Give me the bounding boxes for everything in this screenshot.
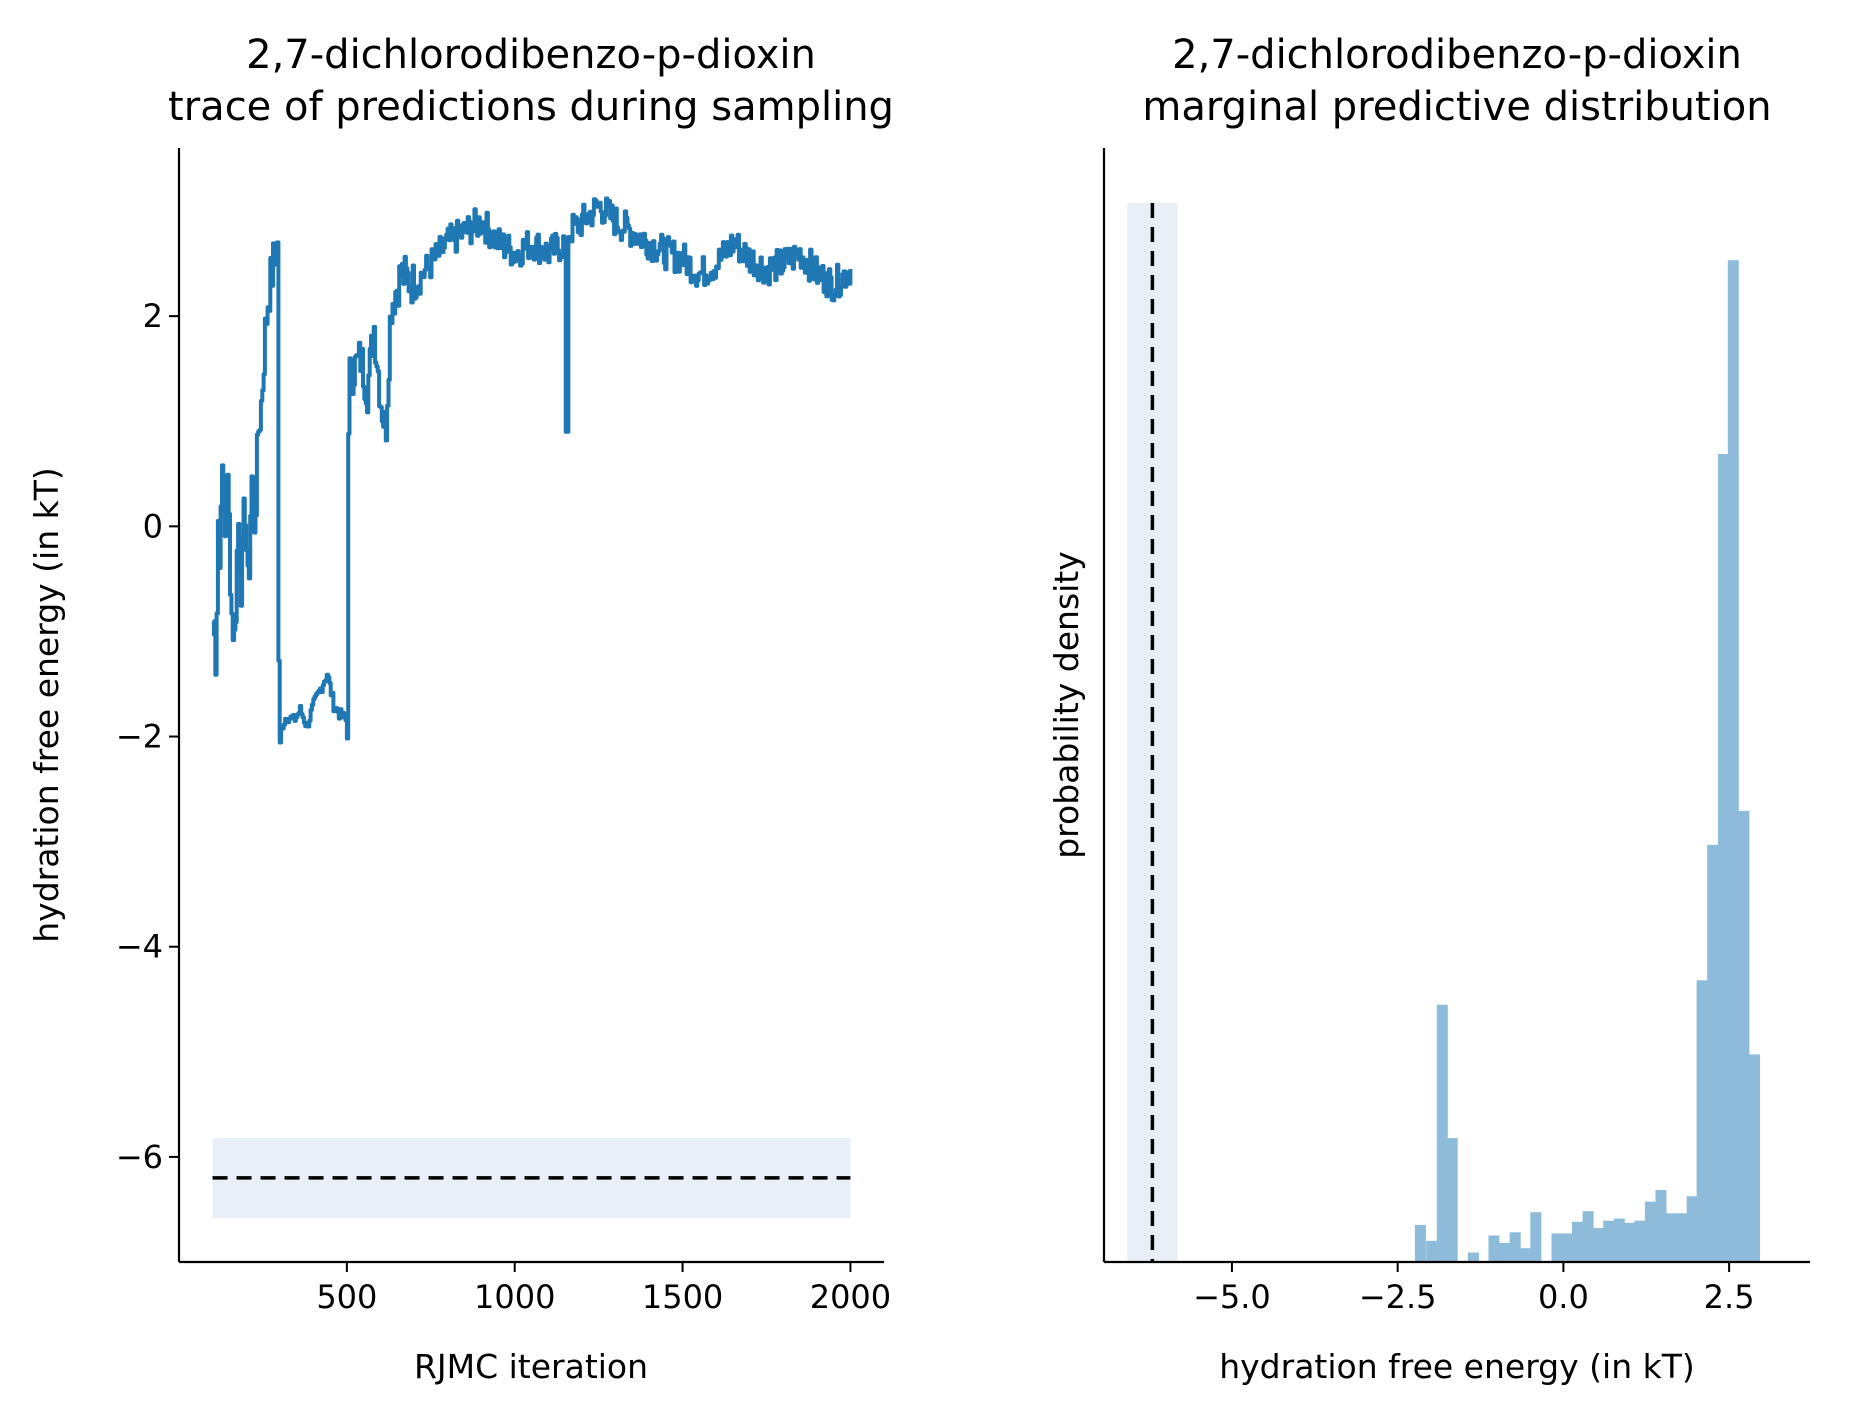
x-tick-label: 2000 — [810, 1278, 891, 1316]
histogram-bar — [1592, 1228, 1604, 1262]
histogram-bar — [1738, 810, 1750, 1262]
distribution-x-ticks: −5.0 −2.5 0.0 2.5 — [1193, 1262, 1755, 1316]
x-tick-label: 500 — [316, 1278, 377, 1316]
x-tick-label: −2.5 — [1359, 1278, 1437, 1316]
trace-y-ticks: −6 −4 −2 0 2 — [116, 297, 179, 1176]
distribution-panel: 2,7-dichlorodibenzo-p-dioxin marginal pr… — [1047, 32, 1810, 1386]
distribution-x-axis-label: hydration free energy (in kT) — [1219, 1347, 1695, 1386]
histogram-bar — [1717, 454, 1729, 1262]
histogram-bar — [1727, 260, 1739, 1262]
y-tick-label: 0 — [143, 507, 163, 545]
histogram-bar — [1634, 1220, 1646, 1262]
trace-x-axis-label: RJMC iteration — [414, 1347, 648, 1386]
x-tick-label: 2.5 — [1704, 1278, 1755, 1316]
trace-title-line1: 2,7-dichlorodibenzo-p-dioxin — [246, 32, 816, 78]
histogram-bar — [1686, 1196, 1698, 1262]
histogram-bar — [1414, 1224, 1426, 1262]
x-tick-label: 1000 — [474, 1278, 555, 1316]
histogram-bar — [1749, 1054, 1760, 1262]
histogram-bar — [1665, 1213, 1677, 1262]
histogram-bars — [1414, 260, 1760, 1262]
y-tick-label: −6 — [116, 1138, 163, 1176]
histogram-bar — [1655, 1190, 1667, 1262]
y-tick-label: 2 — [143, 297, 163, 335]
histogram-bar — [1488, 1235, 1500, 1262]
histogram-bar — [1530, 1212, 1542, 1262]
trace-panel: 2,7-dichlorodibenzo-p-dioxin trace of pr… — [27, 32, 894, 1386]
x-tick-label: −5.0 — [1193, 1278, 1271, 1316]
histogram-bar — [1623, 1222, 1635, 1262]
histogram-bar — [1551, 1233, 1563, 1262]
histogram-bar — [1707, 844, 1719, 1262]
histogram-bar — [1561, 1233, 1573, 1262]
histogram-bar — [1676, 1213, 1688, 1262]
histogram-bar — [1603, 1220, 1615, 1262]
histogram-bar — [1509, 1232, 1521, 1262]
histogram-bar — [1436, 1004, 1448, 1262]
histogram-bar — [1519, 1248, 1531, 1262]
histogram-bar — [1446, 1138, 1458, 1262]
histogram-bar — [1426, 1240, 1438, 1262]
distribution-y-axis-label: probability density — [1047, 551, 1086, 859]
trace-y-axis-label: hydration free energy (in kT) — [27, 467, 66, 943]
histogram-bar — [1582, 1211, 1594, 1262]
prediction-trace-line — [211, 196, 853, 745]
histogram-bar — [1613, 1218, 1625, 1262]
x-tick-label: 0.0 — [1538, 1278, 1589, 1316]
histogram-bar — [1499, 1242, 1511, 1262]
histogram-bar — [1572, 1221, 1583, 1262]
y-tick-label: −4 — [116, 928, 163, 966]
distribution-title-line1: 2,7-dichlorodibenzo-p-dioxin — [1172, 32, 1742, 78]
histogram-bar — [1644, 1201, 1656, 1262]
trace-x-ticks: 500 1000 1500 2000 — [316, 1262, 891, 1316]
trace-title-line2: trace of predictions during sampling — [168, 84, 894, 130]
histogram-bar — [1467, 1252, 1479, 1262]
distribution-title-line2: marginal predictive distribution — [1142, 84, 1771, 130]
x-tick-label: 1500 — [642, 1278, 723, 1316]
histogram-bar — [1696, 980, 1708, 1262]
y-tick-label: −2 — [116, 718, 163, 756]
